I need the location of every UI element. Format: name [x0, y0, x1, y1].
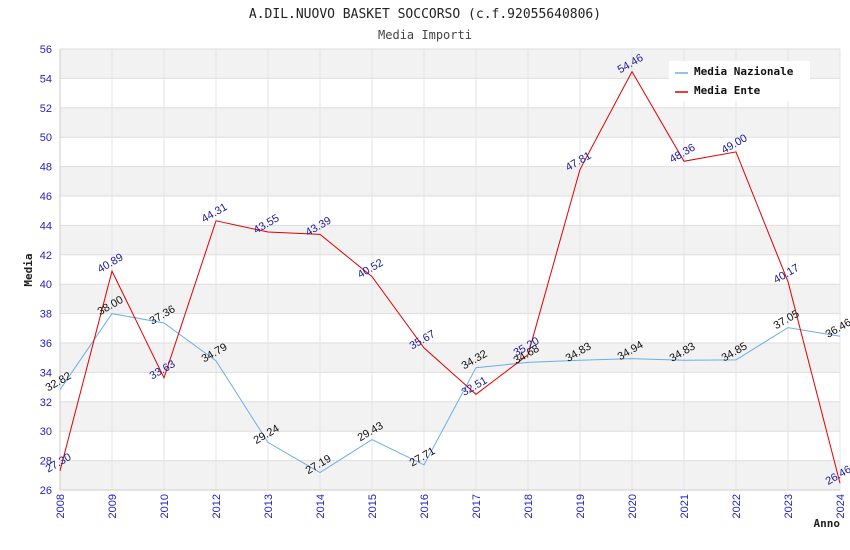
legend-box	[669, 61, 810, 101]
grid-band	[60, 313, 840, 343]
y-tick-label: 28	[40, 456, 52, 468]
x-tick-label: 2010	[159, 494, 171, 518]
y-axis-label: Media	[22, 253, 35, 286]
y-tick-label: 56	[40, 44, 52, 56]
y-tick-label: 36	[40, 338, 52, 350]
x-tick-label: 2015	[367, 494, 379, 518]
x-tick-label: 2008	[55, 494, 67, 518]
y-tick-label: 26	[40, 485, 52, 497]
grid-bands	[59, 48, 841, 491]
grid-band	[60, 254, 840, 285]
grid-band	[60, 284, 840, 314]
y-axis-ticks: 26 28 30 32 34 36 38 40 42 44 46 48 50 52 54 56	[40, 44, 52, 497]
x-axis-label: Anno	[814, 517, 841, 530]
y-tick-label: 52	[40, 103, 52, 115]
y-tick-label: 50	[40, 132, 52, 144]
grid-band	[60, 343, 840, 373]
y-tick-label: 40	[40, 279, 52, 291]
x-tick-label: 2014	[315, 494, 327, 518]
grid-band	[60, 137, 840, 167]
grid-band	[60, 225, 840, 255]
chart-title: A.DIL.NUOVO BASKET SOCCORSO (c.f.9205564…	[249, 7, 601, 22]
grid-band	[60, 166, 840, 196]
y-tick-label: 30	[40, 426, 52, 438]
y-tick-label: 38	[40, 309, 52, 321]
x-tick-label: 2013	[263, 494, 275, 518]
x-tick-label: 2016	[419, 494, 431, 518]
y-tick-label: 44	[40, 220, 52, 232]
x-tick-label: 2023	[783, 494, 795, 518]
x-tick-label: 2019	[575, 494, 587, 518]
x-axis-ticks: 2008 2009 2010 2012 2013 2014 2015 2016 2017 2018…	[55, 494, 847, 518]
chart-subtitle: Media Importi	[378, 28, 472, 42]
y-tick-label: 46	[40, 191, 52, 203]
series-line-media-nazionale	[59, 313, 841, 474]
grid-band	[60, 196, 840, 226]
series-line-media-ente	[59, 70, 841, 484]
x-tick-label: 2021	[679, 494, 691, 518]
series-lines	[59, 70, 841, 484]
y-tick-label: 48	[40, 162, 52, 174]
x-tick-label: 2017	[471, 494, 483, 518]
x-tick-label: 2020	[627, 494, 639, 518]
grid-band	[60, 460, 840, 490]
legend: Media Nazionale Media Ente	[669, 61, 810, 101]
legend-label-media-ente: Media Ente	[694, 84, 761, 97]
x-tick-label: 2018	[523, 494, 535, 518]
x-tick-label: 2024	[835, 494, 847, 518]
grid-band	[60, 431, 840, 461]
grid-band	[60, 372, 840, 402]
x-tick-label: 2022	[731, 494, 743, 518]
x-tick-label: 2009	[107, 494, 119, 518]
grid-band	[60, 107, 840, 138]
y-tick-label: 34	[40, 367, 52, 379]
y-tick-label: 32	[40, 397, 52, 409]
y-tick-label: 54	[40, 73, 52, 85]
legend-label-media-nazionale: Media Nazionale	[694, 65, 794, 78]
x-tick-label: 2012	[211, 494, 223, 518]
y-tick-label: 42	[40, 250, 52, 262]
